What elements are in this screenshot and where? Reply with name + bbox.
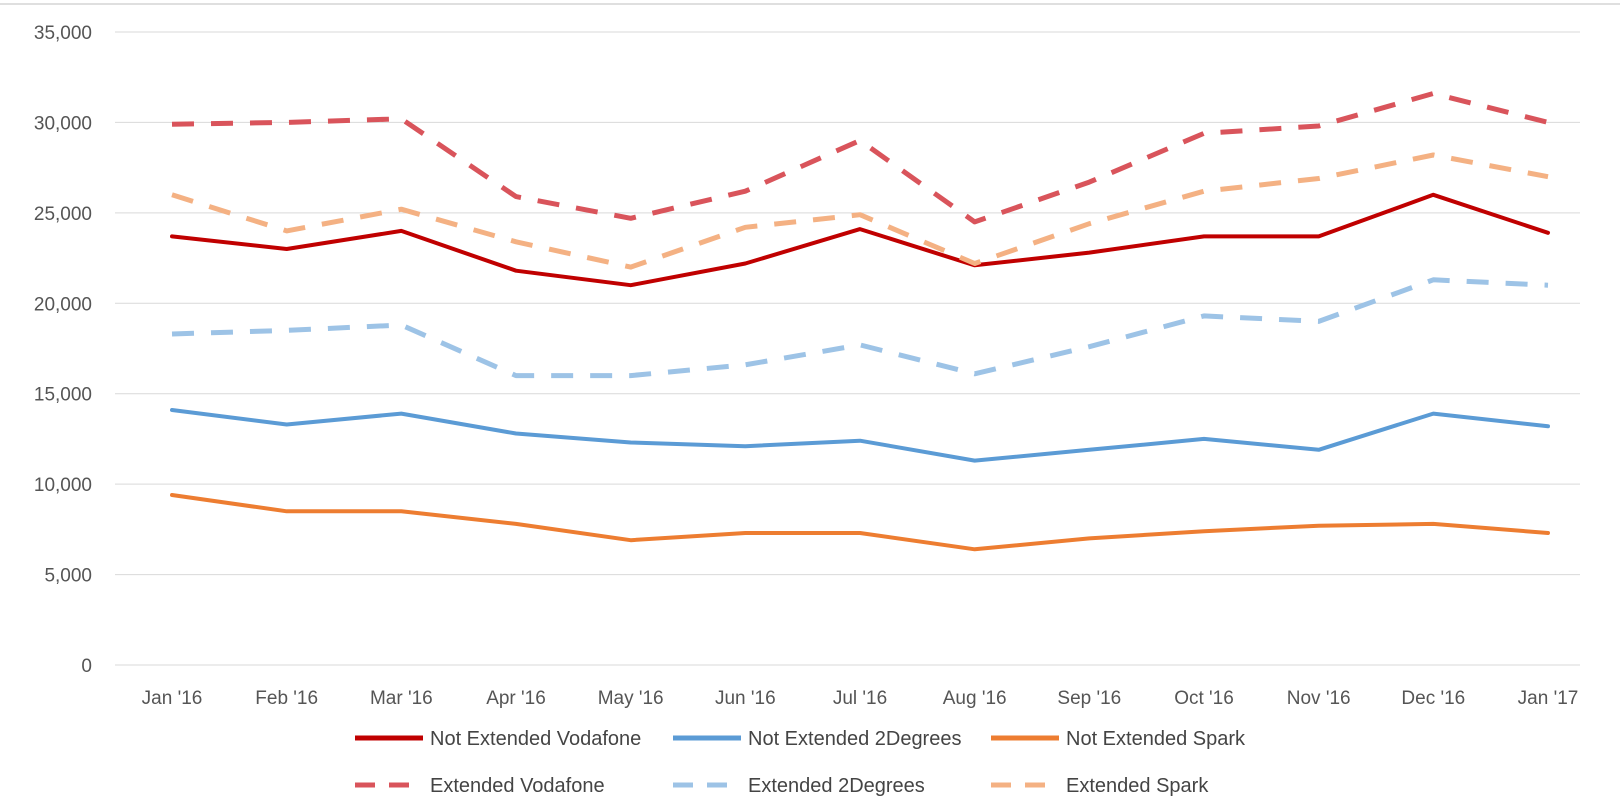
legend: Not Extended Vodafone Not Extended 2Degre… [355, 728, 1246, 797]
series-line-not-extended-vodafone [170, 192, 1550, 288]
legend-entry: Extended 2Degrees [673, 775, 925, 797]
series-line-not-extended-spark [170, 493, 1550, 552]
x-tick-label: Jan '17 [1518, 688, 1579, 709]
legend-label: Not Extended 2Degrees [748, 728, 961, 750]
x-tick-label: Mar '16 [370, 688, 433, 709]
legend-label: Not Extended Spark [1066, 728, 1246, 750]
series-line-extended-vodafone [171, 91, 1549, 225]
x-tick-label: Jun '16 [715, 688, 776, 709]
y-tick-label: 30,000 [34, 113, 92, 134]
x-tick-label: Jul '16 [833, 688, 887, 709]
legend-label: Extended 2Degrees [748, 775, 925, 797]
y-tick-label: 25,000 [34, 204, 92, 225]
series-line-not-extended-2degrees [170, 408, 1550, 463]
legend-entry: Not Extended Spark [991, 728, 1246, 750]
legend-entry: Not Extended Vodafone [355, 728, 641, 750]
x-tick-label: Nov '16 [1287, 688, 1351, 709]
x-tick-label: Jan '16 [142, 688, 203, 709]
y-tick-label: 35,000 [34, 23, 92, 44]
legend-entry: Extended Vodafone [355, 775, 605, 797]
y-axis-tick-labels: 0 5,000 10,000 15,000 20,000 25,000 30,000 35,0… [34, 23, 92, 677]
legend-entry: Not Extended 2Degrees [673, 728, 961, 750]
series-line-extended-spark [171, 152, 1549, 270]
x-tick-label: Feb '16 [255, 688, 318, 709]
y-tick-label: 5,000 [44, 566, 92, 587]
x-axis-tick-labels: Jan '16 Feb '16 Mar '16 Apr '16 May '16 Jun '… [142, 688, 1579, 709]
legend-label: Extended Vodafone [430, 775, 605, 797]
y-tick-label: 10,000 [34, 475, 92, 496]
y-tick-label: 20,000 [34, 294, 92, 315]
legend-label: Extended Spark [1066, 775, 1209, 797]
x-tick-label: Oct '16 [1174, 688, 1234, 709]
gridlines [115, 31, 1580, 666]
x-tick-label: May '16 [598, 688, 664, 709]
legend-entry: Extended Spark [991, 775, 1209, 797]
y-tick-label: 15,000 [34, 385, 92, 406]
x-tick-label: Aug '16 [943, 688, 1007, 709]
series-line-extended-2degrees [171, 277, 1549, 379]
x-tick-label: Apr '16 [486, 688, 546, 709]
legend-label: Not Extended Vodafone [430, 728, 641, 750]
x-tick-label: Sep '16 [1057, 688, 1121, 709]
x-tick-label: Dec '16 [1401, 688, 1465, 709]
y-tick-label: 0 [81, 656, 92, 677]
series-lines [170, 91, 1550, 552]
